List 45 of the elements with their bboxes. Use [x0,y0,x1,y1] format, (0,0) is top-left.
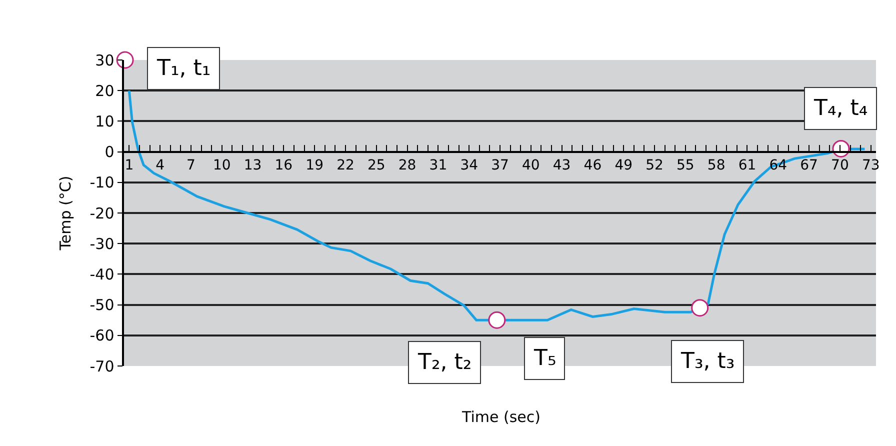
y-tick-label: 30 [95,51,114,70]
x-tick-label: 7 [186,157,196,174]
x-tick-label: 40 [522,157,540,174]
y-tick-label: -70 [90,357,114,376]
annotation: T₂, t₂ [417,350,472,375]
x-tick-label: 16 [274,157,293,174]
x-tick-label: 25 [367,157,386,174]
x-tick-label: 19 [306,157,324,174]
y-tick-label: -20 [90,204,114,222]
y-tick-label: -30 [90,234,114,253]
y-tick-label: 0 [104,143,114,162]
x-tick-label: 43 [552,157,571,174]
x-tick-label: 49 [614,157,633,174]
point [116,51,134,69]
x-tick-label: 13 [244,157,262,174]
y-tick-label: -10 [90,174,114,192]
x-tick-label: 1 [124,157,134,174]
y-tick-label: -60 [90,326,114,345]
point [691,299,709,317]
annotation: T₄, t₄ [813,96,868,121]
annotation: T₁, t₁ [156,56,211,81]
x-tick-label: 58 [707,157,726,174]
y-axis-title: Temp (°C) [56,176,74,252]
x-tick-label: 55 [676,157,694,174]
x-tick-label: 34 [460,157,478,174]
x-tick-label: 28 [398,157,416,174]
x-tick-label: 61 [738,157,756,174]
y-tick-label: 20 [95,82,114,100]
x-tick-label: 4 [156,157,165,174]
y-tick-label: 10 [95,112,114,130]
annotation: T₅ [533,346,556,371]
x-tick-label: 67 [800,157,818,174]
x-tick-label: 73 [862,157,880,174]
x-tick-label: 52 [646,157,664,174]
x-tick-label: 46 [584,157,602,174]
point [488,311,506,329]
x-tick-label: 10 [212,157,231,174]
x-tick-label: 22 [336,157,354,174]
x-tick-label: 37 [491,157,509,174]
y-tick-label: -50 [90,296,114,314]
x-tick-label: 70 [831,157,849,174]
x-axis-title: Time (sec) [461,408,540,426]
y-tick-label: -40 [90,265,114,284]
x-tick-label: 31 [429,157,448,174]
annotation: T₃, t₃ [680,349,735,374]
